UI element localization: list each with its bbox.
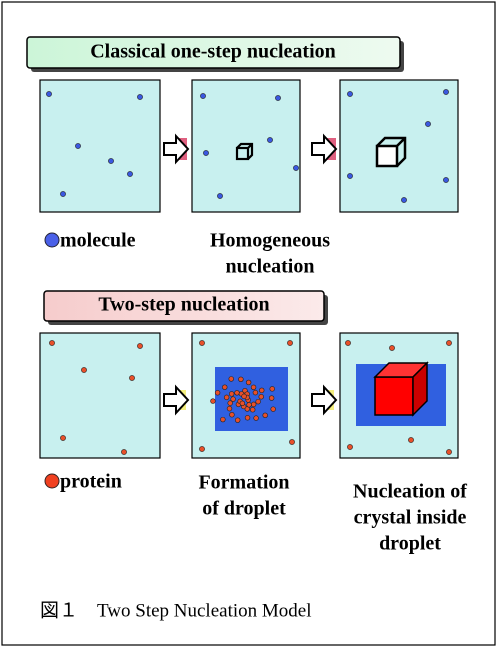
caption: 図１ Two Step Nucleation Model [40, 600, 312, 621]
particle [345, 340, 350, 345]
particle [251, 385, 256, 390]
particle [227, 406, 232, 411]
particle [287, 340, 292, 345]
particle [259, 394, 264, 399]
particle [217, 193, 222, 198]
particle [137, 94, 142, 99]
particle [229, 391, 234, 396]
particle [408, 437, 413, 442]
legend-dot [45, 474, 59, 488]
particle [271, 407, 276, 412]
particle [60, 435, 65, 440]
particle [259, 388, 264, 393]
particle [443, 177, 448, 182]
particle [49, 340, 54, 345]
section-title: Classical one-step nucleation [90, 41, 336, 63]
legend-dot [45, 233, 59, 247]
legend-label: molecule [60, 230, 136, 252]
panel [40, 333, 160, 458]
particle [446, 340, 451, 345]
panel [340, 80, 458, 212]
particle [401, 197, 406, 202]
particle [293, 165, 298, 170]
particle [347, 173, 352, 178]
particle [238, 377, 243, 382]
particle [211, 399, 216, 404]
section-title: Two-step nucleation [98, 294, 269, 316]
particle [275, 95, 280, 100]
particle [46, 91, 51, 96]
particle [121, 449, 126, 454]
particle [253, 390, 258, 395]
stage-label: Nucleation of [353, 481, 467, 503]
particle [199, 340, 204, 345]
figure: Classical one-step nucleation molecule H… [0, 0, 498, 648]
particle [425, 121, 430, 126]
particle [245, 415, 250, 420]
particle [199, 446, 204, 451]
particle [256, 399, 261, 404]
stage-label: nucleation [226, 256, 315, 278]
particle [247, 402, 252, 407]
particle [127, 171, 132, 176]
particle [220, 417, 225, 422]
particle [137, 343, 142, 348]
particle [347, 91, 352, 96]
particle [267, 137, 272, 142]
stage-label: droplet [379, 533, 441, 555]
particle [75, 143, 80, 148]
particle [222, 385, 227, 390]
crystal [375, 363, 427, 415]
particle [270, 386, 275, 391]
particle [240, 401, 245, 406]
stage-label: crystal inside [354, 507, 467, 529]
particle [229, 377, 234, 382]
particle [230, 412, 235, 417]
stage-label: of droplet [202, 498, 286, 520]
particle [389, 345, 394, 350]
particle [443, 89, 448, 94]
particle [250, 407, 255, 412]
particle [246, 380, 251, 385]
particle [446, 449, 451, 454]
particle [263, 413, 268, 418]
particle [242, 394, 247, 399]
particle [231, 397, 236, 402]
particle [81, 367, 86, 372]
particle [224, 395, 229, 400]
particle [347, 444, 352, 449]
particle [203, 150, 208, 155]
particle [289, 439, 294, 444]
panel [40, 80, 160, 212]
particle [235, 418, 240, 423]
stage-label: Homogeneous [210, 230, 330, 252]
particle [269, 396, 274, 401]
panel [192, 80, 300, 212]
particle [129, 375, 134, 380]
particle [254, 416, 259, 421]
particle [215, 390, 220, 395]
legend-label: protein [60, 471, 122, 493]
particle [108, 158, 113, 163]
particle [235, 390, 240, 395]
particle [200, 93, 205, 98]
particle [60, 191, 65, 196]
stage-label: Formation [198, 472, 289, 494]
particle [251, 402, 256, 407]
